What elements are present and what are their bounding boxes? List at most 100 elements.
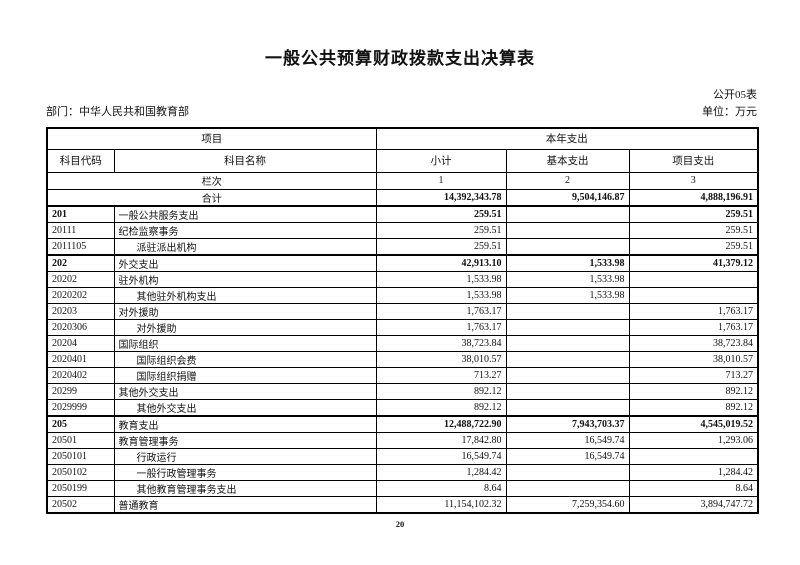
basic-expenditure-cell xyxy=(505,335,630,352)
subject-code-cell: 20501 xyxy=(46,432,115,449)
subject-code-cell: 20111 xyxy=(46,222,115,239)
subject-name-cell: 行政运行 xyxy=(113,448,377,465)
project-expenditure-cell: 259.51 xyxy=(628,238,759,256)
subject-code-cell: 20299 xyxy=(46,383,115,400)
basic-expenditure-cell: 16,549.74 xyxy=(505,448,630,465)
department-value: 中华人民共和国教育部 xyxy=(79,106,189,118)
subject-name-cell: 国际组织捐赠 xyxy=(113,367,377,384)
table-row: 2020402 国际组织捐赠 713.27 713.27 xyxy=(46,367,759,384)
subject-code-cell: 20204 xyxy=(46,335,115,352)
table-row: 20203 对外援助 1,763.17 1,763.17 xyxy=(46,303,759,320)
header-subject-code: 科目代码 xyxy=(46,148,115,173)
table-row: 20111 纪检监察事务 259.51 259.51 xyxy=(46,222,759,239)
open-table-number: 公开05表 xyxy=(713,89,757,101)
table-row: 202 外交支出 42,913.10 1,533.98 41,379.12 xyxy=(46,254,759,272)
subtotal-cell: 259.51 xyxy=(375,238,507,256)
project-expenditure-cell: 1,293.06 xyxy=(628,432,759,449)
subject-code-cell: 2050199 xyxy=(46,480,115,497)
project-expenditure-cell xyxy=(628,448,759,465)
basic-expenditure-cell xyxy=(505,480,630,497)
header-basic-expenditure: 基本支出 xyxy=(505,148,630,173)
header-current-year-group: 本年支出 xyxy=(375,127,759,150)
basic-expenditure-cell xyxy=(505,351,630,368)
unit-line: 单位：万元 xyxy=(702,104,757,120)
subject-name-cell: 外交支出 xyxy=(113,254,377,272)
subject-name-cell: 派驻派出机构 xyxy=(113,238,377,256)
subtotal-cell: 38,723.84 xyxy=(375,335,507,352)
column-index-1: 1 xyxy=(375,171,507,190)
basic-expenditure-cell: 16,549.74 xyxy=(505,432,630,449)
table-row: 2020306 对外援助 1,763.17 1,763.17 xyxy=(46,319,759,336)
subtotal-cell: 8.64 xyxy=(375,480,507,497)
subject-code-cell: 20502 xyxy=(46,496,115,514)
basic-expenditure-cell xyxy=(505,238,630,256)
subtotal-cell: 12,488,722.90 xyxy=(375,415,507,433)
header-subtotal: 小计 xyxy=(375,148,507,173)
column-index-2: 2 xyxy=(505,171,630,190)
table-row: 2020401 国际组织会费 38,010.57 38,010.57 xyxy=(46,351,759,368)
column-index-3: 3 xyxy=(628,171,759,190)
project-expenditure-cell: 8.64 xyxy=(628,480,759,497)
table-row: 2050101 行政运行 16,549.74 16,549.74 xyxy=(46,448,759,465)
project-expenditure-cell: 1,284.42 xyxy=(628,464,759,481)
subject-code-cell: 202 xyxy=(46,254,115,272)
total-label: 合计 xyxy=(46,188,377,207)
total-row: 合计 14,392,343.78 9,504,146.87 4,888,196.… xyxy=(46,188,759,207)
subject-name-cell: 其他教育管理事务支出 xyxy=(113,480,377,497)
table-row: 205 教育支出 12,488,722.90 7,943,703.37 4,54… xyxy=(46,415,759,433)
basic-expenditure-cell: 1,533.98 xyxy=(505,271,630,288)
meta-row: 部门：中华人民共和国教育部 单位：万元 xyxy=(46,104,757,120)
table-row: 20501 教育管理事务 17,842.80 16,549.74 1,293.0… xyxy=(46,432,759,449)
project-expenditure-cell: 41,379.12 xyxy=(628,254,759,272)
project-expenditure-cell: 892.12 xyxy=(628,399,759,417)
total-project: 4,888,196.91 xyxy=(628,188,759,207)
subject-code-cell: 2029999 xyxy=(46,399,115,417)
basic-expenditure-cell xyxy=(505,222,630,239)
subject-name-cell: 国际组织 xyxy=(113,335,377,352)
column-index-label: 栏次 xyxy=(46,171,377,190)
department-label: 部门： xyxy=(46,106,79,118)
column-index-row: 栏次 1 2 3 xyxy=(46,171,759,190)
page-title: 一般公共预算财政拨款支出决算表 xyxy=(265,49,535,68)
project-expenditure-cell: 38,010.57 xyxy=(628,351,759,368)
page-number: 20 xyxy=(395,519,405,529)
basic-expenditure-cell: 7,943,703.37 xyxy=(505,415,630,433)
subject-code-cell: 2020306 xyxy=(46,319,115,336)
subtotal-cell: 42,913.10 xyxy=(375,254,507,272)
subject-code-cell: 2050102 xyxy=(46,464,115,481)
subject-code-cell: 2020401 xyxy=(46,351,115,368)
subject-code-cell: 2020202 xyxy=(46,287,115,304)
table-row: 201 一般公共服务支出 259.51 259.51 xyxy=(46,205,759,223)
table-row: 20202 驻外机构 1,533.98 1,533.98 xyxy=(46,271,759,288)
table-row: 20502 普通教育 11,154,102.32 7,259,354.60 3,… xyxy=(46,496,759,514)
project-expenditure-cell: 713.27 xyxy=(628,367,759,384)
subtotal-cell: 38,010.57 xyxy=(375,351,507,368)
subject-code-cell: 20202 xyxy=(46,271,115,288)
project-expenditure-cell: 1,763.17 xyxy=(628,319,759,336)
subject-code-cell: 2011105 xyxy=(46,238,115,256)
subtotal-cell: 17,842.80 xyxy=(375,432,507,449)
project-expenditure-cell: 38,723.84 xyxy=(628,335,759,352)
subject-name-cell: 对外援助 xyxy=(113,319,377,336)
basic-expenditure-cell xyxy=(505,367,630,384)
project-expenditure-cell xyxy=(628,271,759,288)
subject-code-cell: 2020402 xyxy=(46,367,115,384)
basic-expenditure-cell: 1,533.98 xyxy=(505,287,630,304)
unit-label: 单位： xyxy=(702,106,735,118)
subject-code-cell: 205 xyxy=(46,415,115,433)
header-columns-row: 科目代码 科目名称 小计 基本支出 项目支出 xyxy=(46,148,759,173)
total-subtotal: 14,392,343.78 xyxy=(375,188,507,207)
table-row: 20204 国际组织 38,723.84 38,723.84 xyxy=(46,335,759,352)
table-row: 2020202 其他驻外机构支出 1,533.98 1,533.98 xyxy=(46,287,759,304)
subtotal-cell: 16,549.74 xyxy=(375,448,507,465)
table-row: 20299 其他外交支出 892.12 892.12 xyxy=(46,383,759,400)
project-expenditure-cell: 892.12 xyxy=(628,383,759,400)
header-subject-name: 科目名称 xyxy=(113,148,377,173)
subject-code-cell: 2050101 xyxy=(46,448,115,465)
header-project-group: 项目 xyxy=(46,127,377,150)
subject-name-cell: 一般公共服务支出 xyxy=(113,205,377,223)
subject-name-cell: 纪检监察事务 xyxy=(113,222,377,239)
total-basic: 9,504,146.87 xyxy=(505,188,630,207)
table-row: 2050102 一般行政管理事务 1,284.42 1,284.42 xyxy=(46,464,759,481)
